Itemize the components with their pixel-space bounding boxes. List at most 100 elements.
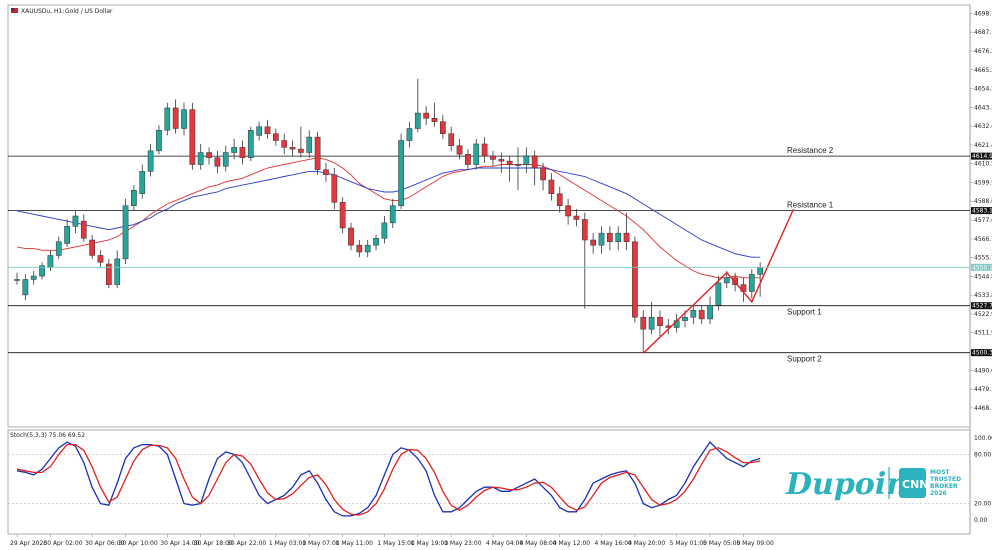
bearish-candle [206,152,212,158]
tagline-line-2: TRUSTED [930,476,961,483]
bearish-candle [97,255,104,263]
bearish-candle [490,155,496,160]
bearish-candle [556,193,563,206]
bullish-candle [373,238,379,246]
bearish-candle [573,215,580,220]
bearish-candle [440,121,446,134]
bullish-candle [306,136,313,153]
price-tick-label: 4522.90 [974,311,992,318]
bearish-candle [632,241,638,318]
trendlines [642,208,795,354]
time-tick-label: 30 Apr 18:00 [194,540,233,547]
bullish-candle [406,128,413,141]
level-price-box [971,207,992,215]
bearish-candle [323,169,329,176]
bearish-candle [481,143,488,157]
time-tick-label: 30 Apr 02:00 [43,540,82,547]
price-tick-label: 4544.80 [974,273,992,280]
bearish-candle [89,239,96,256]
bearish-candle [273,133,279,141]
level-price-label: 4500.33 [972,350,992,357]
bearish-candle [281,140,288,148]
bearish-candle [540,167,546,181]
bearish-candle [465,153,471,165]
bullish-candle [364,244,371,253]
bullish-candle [131,190,137,206]
time-tick-label: 4 May 04:00 [486,540,524,547]
price-tick-label: 4577.65 [974,217,992,224]
cnn-icon: CNN [902,478,929,491]
time-tick-label: 1 May 23:00 [444,540,482,547]
bullish-candle [72,215,79,227]
time-tick-label: 1 May 03:00 [269,540,307,547]
bullish-candle [389,205,396,224]
time-tick-label: 5 May 01:00 [670,540,708,547]
bullish-candle [523,155,530,165]
level-price-box [971,349,992,357]
level-price-box [971,302,992,310]
trendline [642,208,795,354]
bullish-candle [39,265,45,277]
bearish-candle [607,232,613,242]
stochastic-levels: 100.00 80.00 20.00 0.00 [8,435,992,524]
tagline-line-4: 2026 [930,490,947,497]
bearish-candle [189,109,196,165]
price-tick-label: 4676.20 [974,48,992,55]
bullish-candle [690,310,697,318]
price-tick-label: 4479.10 [974,386,992,393]
price-tick-label: 4687.15 [974,29,992,36]
stochastic-level-label: 0.00 [974,517,988,524]
moving-averages [16,157,761,279]
bearish-candle [456,145,463,155]
tagline-line-3: BROKER [930,483,958,490]
bearish-candle [698,310,705,320]
bullish-candle [414,112,421,129]
current-price-marker: 4550.10 [8,263,992,271]
price-tick-label: 4490.05 [974,367,992,374]
price-tick-label: 4698.10 [974,10,992,17]
bullish-candle [122,205,129,260]
time-tick-label: 30 Apr 06:00 [85,540,124,547]
price-tick-label: 4599.55 [974,179,992,186]
price-tick-label: 4511.95 [974,330,992,337]
bullish-candle [156,129,162,152]
moving-average-line [16,167,761,258]
bearish-candle [657,316,663,327]
time-tick-label: 30 Apr 10:00 [119,540,158,547]
bullish-candle [381,222,388,239]
level-label: Resistance 2 [787,146,834,155]
bearish-candle [640,316,647,330]
level-price-label: 4614.90 [972,153,992,160]
bullish-candle [615,232,622,242]
bullish-candle [147,150,154,172]
time-tick-label: 1 May 11:00 [336,540,374,547]
price-tick-label: 4632.40 [974,123,992,130]
time-tick-label: 1 May 15:00 [377,540,415,547]
moving-average-line [16,157,761,279]
bullish-candle [723,277,730,284]
dupoin-logo: Dupoin CNN MOST TRUSTED BROKER 2026 [785,467,961,502]
stochastic-level-label: 100.00 [974,435,992,442]
bearish-candle [623,232,630,242]
bullish-candle [247,129,254,158]
bullish-candle [398,140,404,206]
price-tick-label: 4566.70 [974,236,992,243]
bullish-candle [222,152,229,167]
level-label: Support 1 [787,308,822,317]
bullish-candle [139,171,146,194]
bearish-candle [314,136,321,170]
bullish-candle [473,143,480,165]
bearish-candle [356,244,363,253]
bearish-candle [331,174,338,203]
price-tick-label: 4533.85 [974,292,992,299]
brand-wordmark: Dupoin [785,467,908,502]
bullish-candle [114,258,121,285]
bearish-candle [581,219,588,241]
price-tick-label: 4555.75 [974,255,992,262]
time-tick-label: 30 Apr 22:00 [227,540,266,547]
bullish-candle [682,316,688,321]
bullish-candle [181,109,187,129]
bullish-candle [64,226,70,244]
